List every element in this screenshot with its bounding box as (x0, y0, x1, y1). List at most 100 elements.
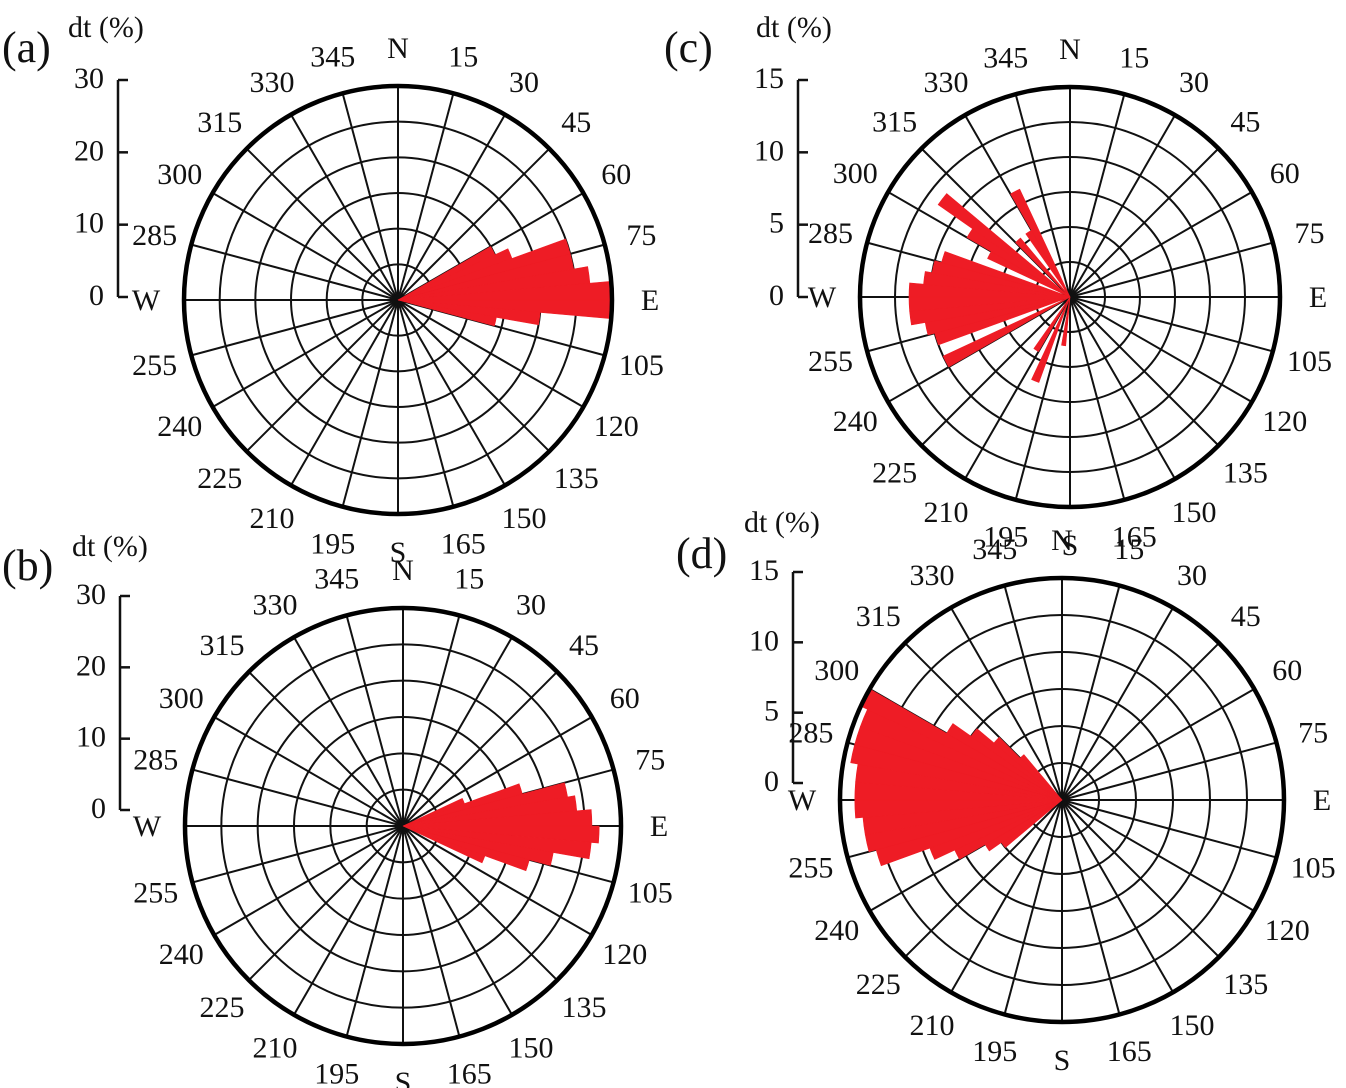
direction-label: 150 (1170, 1009, 1215, 1042)
grid-spoke (191, 299, 399, 357)
radial-axis-title: dt (%) (72, 530, 148, 563)
direction-label: E (650, 810, 668, 843)
outer-ring (181, 83, 615, 517)
direction-label: 300 (814, 654, 859, 687)
direction-label: 255 (808, 345, 853, 378)
grid-spoke (245, 147, 399, 301)
direction-label: 330 (910, 559, 955, 592)
grid-spoke (1069, 296, 1220, 447)
direction-label: N (392, 554, 414, 587)
direction-label: 45 (1230, 106, 1260, 139)
direction-label: S (390, 536, 407, 569)
direction-label: 345 (310, 41, 355, 74)
outer-ring (857, 84, 1283, 510)
rose-panel-c: N 1530456075E105120135150165S195210225240… (664, 11, 1332, 562)
grid-spoke (213, 716, 404, 827)
direction-label: 60 (601, 158, 631, 191)
grid-spoke (192, 768, 404, 827)
direction-label: N (1059, 33, 1081, 66)
grid-spoke (1069, 296, 1126, 501)
grid-spoke (1061, 741, 1277, 801)
rose-sector (946, 723, 1063, 801)
direction-label: 165 (1107, 1035, 1152, 1068)
rose-sector (1033, 296, 1071, 352)
direction-label: 135 (1223, 456, 1268, 489)
rose-sector (970, 728, 1063, 801)
direction-label: 105 (1287, 345, 1332, 378)
direction-label: 15 (1114, 533, 1144, 566)
grid-spoke (904, 799, 1063, 958)
grid-spoke (402, 671, 558, 827)
direction-label: N (387, 32, 409, 65)
radial-tick-label: 5 (764, 695, 779, 728)
grid-spoke (950, 607, 1063, 801)
radial-tick-label: 0 (89, 279, 104, 312)
rose-sector (1019, 754, 1063, 801)
radial-tick-label: 0 (91, 792, 106, 825)
grid-spoke (1061, 688, 1255, 801)
rose-sector (397, 299, 497, 327)
direction-label: 195 (310, 527, 355, 560)
outer-ring (182, 605, 624, 1047)
direction-label: S (1062, 529, 1079, 562)
direction-label: E (1309, 281, 1327, 314)
grid-spoke (212, 299, 399, 408)
direction-label: 315 (200, 629, 245, 662)
grid-spoke (402, 825, 461, 1037)
direction-label: W (808, 281, 837, 314)
grid-spoke (293, 825, 404, 1016)
grid-spoke (213, 825, 404, 936)
grid-spoke (345, 615, 404, 827)
rose-sector (1061, 296, 1071, 347)
radial-tick-label: 10 (754, 134, 784, 167)
direction-label: 60 (1270, 157, 1300, 190)
grid-spoke (402, 825, 558, 981)
direction-label: 240 (814, 914, 859, 947)
direction-label: W (788, 784, 817, 817)
rose-sector (1015, 237, 1071, 298)
direction-label: 120 (1262, 405, 1307, 438)
grid-spoke (1061, 799, 1121, 1015)
direction-label: 300 (159, 682, 204, 715)
direction-label: 225 (200, 991, 245, 1024)
grid-spoke (950, 799, 1063, 993)
rose-sector (993, 736, 1063, 801)
grid-spoke (1069, 147, 1220, 298)
grid-spoke (191, 243, 399, 301)
direction-label: 330 (253, 588, 298, 621)
radial-axis-title: dt (%) (68, 11, 144, 44)
direction-label: 255 (133, 876, 178, 909)
outer-ring (837, 575, 1287, 1025)
grid-spoke (1061, 607, 1174, 801)
direction-label: 105 (628, 876, 673, 909)
grid-spoke (1061, 799, 1277, 859)
direction-label: 210 (250, 502, 295, 535)
radial-tick-label: 20 (76, 649, 106, 682)
radial-axis-title: dt (%) (756, 11, 832, 44)
grid-spoke (397, 299, 584, 408)
direction-label: E (641, 284, 659, 317)
direction-label: 15 (454, 563, 484, 596)
grid-spoke (293, 636, 404, 827)
grid-spoke (1069, 114, 1176, 298)
direction-label: 105 (1291, 851, 1336, 884)
grid-spoke (1003, 585, 1063, 801)
grid-spoke (290, 299, 399, 486)
direction-label: 15 (448, 41, 478, 74)
grid-spoke (1069, 93, 1126, 298)
direction-label: 315 (197, 106, 242, 139)
grid-spoke (1014, 296, 1071, 501)
grid-spoke (192, 825, 404, 884)
radial-tick-label: 10 (749, 624, 779, 657)
grid-spoke (1061, 799, 1174, 993)
grid-spoke (1061, 799, 1255, 912)
direction-label: 330 (924, 66, 969, 99)
direction-label: 255 (788, 851, 833, 884)
direction-label: 30 (1179, 66, 1209, 99)
grid-spoke (397, 93, 455, 301)
direction-label: 75 (626, 219, 656, 252)
direction-label: 135 (562, 991, 607, 1024)
rose-sector (937, 193, 1071, 298)
